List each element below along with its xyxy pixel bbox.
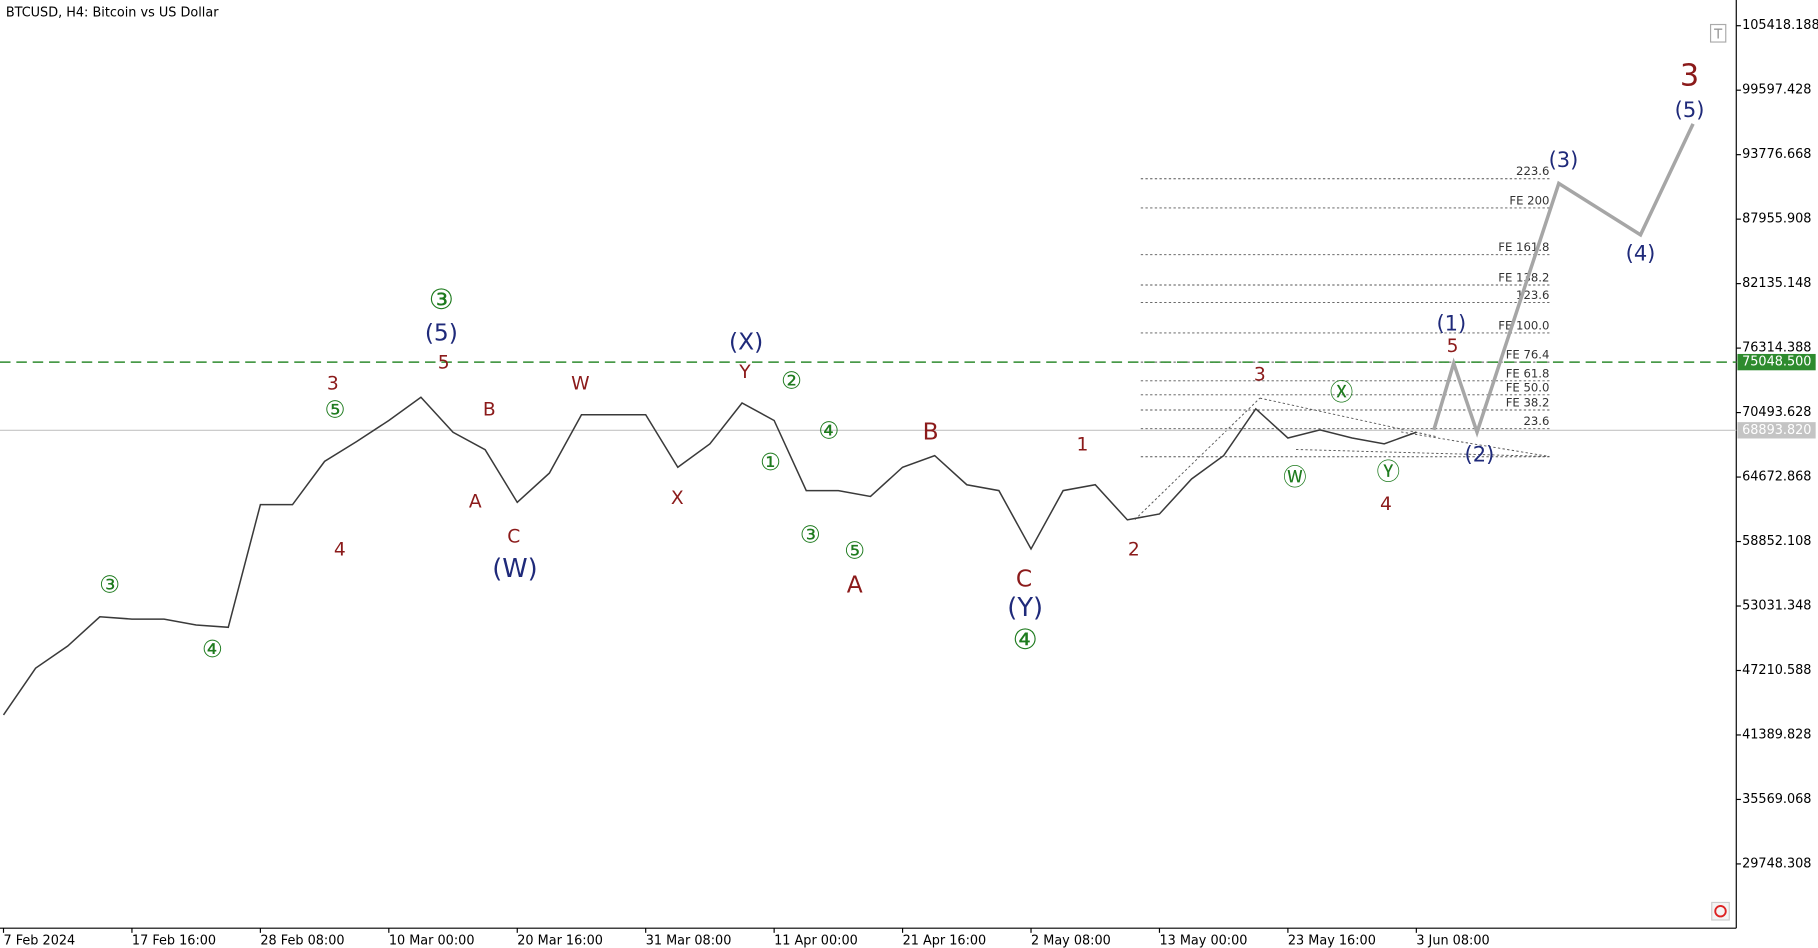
wave-label: B [483,399,496,420]
fib-label: 223.6 [1516,164,1549,178]
icon-glyph [1714,905,1727,918]
wave-label: X [671,488,684,509]
wave-label: 2 [1128,539,1140,560]
wave-label: ⑤ [325,395,346,423]
wave-label: Ⓨ [1377,457,1400,485]
wave-label: ② [781,366,802,394]
wave-label: (X) [729,328,763,356]
wave-label: ④ [1013,623,1038,656]
x-tick-label: 17 Feb 16:00 [132,933,216,948]
x-tick-label: 20 Mar 16:00 [517,933,603,948]
y-tick-label: 76314.388 [1742,341,1811,356]
y-tick-label: 70493.628 [1742,405,1811,420]
x-tick-label: 23 May 16:00 [1288,933,1376,948]
y-tick-label: 82135.148 [1742,276,1811,291]
wave-label: (2) [1465,441,1495,466]
wave-label: Y [738,362,751,383]
x-tick-label: 31 Mar 08:00 [646,933,732,948]
wave-label: C [1016,565,1032,593]
fib-label: 23.6 [1523,414,1549,428]
wave-label: 5 [438,353,450,374]
wave-label: 1 [1076,434,1088,455]
price-label: 68893.820 [1742,423,1811,438]
y-tick-label: 53031.348 [1742,599,1811,614]
wave-label: ③ [800,520,821,548]
wave-label: ④ [819,416,840,444]
fib-label: FE 200 [1509,193,1549,207]
plot-layer: 105418.188 99597.428 93776.668 87955.908 821… [0,18,1818,948]
x-tick-label: 21 Apr 16:00 [903,933,987,948]
wave-label: 4 [1380,494,1392,515]
wave-label: ⑤ [844,537,865,565]
wave-label: (Y) [1007,593,1043,623]
price-label: 75048.500 [1742,355,1811,370]
wave-label: (5) [1675,97,1705,122]
x-tick-label: 10 Mar 00:00 [389,933,475,948]
price-label-box [1737,422,1816,439]
wave-label: A [469,492,482,513]
trend-line [1296,449,1550,457]
fib-label: FE 76.4 [1506,348,1550,362]
y-tick-label: 29748.308 [1742,856,1811,871]
fib-label: FE 100.0 [1498,318,1549,332]
y-tick-label: 87955.908 [1742,212,1811,227]
wave-label: 3 [327,374,339,395]
fib-label: FE 161.8 [1498,240,1549,254]
wave-label: ③ [99,571,120,599]
icon-frame[interactable] [1711,901,1730,921]
wave-label: (4) [1626,241,1656,266]
wave-label: (3) [1549,147,1579,172]
y-tick-label: 64672.868 [1742,470,1811,485]
fib-label: FE 38.2 [1506,396,1550,410]
fib-label: FE 61.8 [1506,366,1550,380]
x-tick-label: 7 Feb 2024 [4,933,76,948]
trend-line [1134,397,1261,520]
fib-label: FE 50.0 [1506,380,1550,394]
x-tick-label: 11 Apr 00:00 [774,933,858,948]
wave-label: 3 [1680,59,1699,94]
projection-line [1432,123,1695,438]
wave-label: Ⓦ [1283,463,1306,491]
wave-label: (W) [492,554,537,584]
y-tick-label: 105418.188 [1742,18,1818,33]
fib-label: FE 138.2 [1498,271,1549,285]
chart-title: BTCUSD, H4: Bitcoin vs US Dollar [6,5,219,20]
wave-label: A [847,571,863,599]
wave-label: ④ [202,635,223,663]
y-tick-label: 47210.588 [1742,663,1811,678]
wave-label: C [507,527,520,548]
wave-label: ③ [429,283,454,316]
trend-line [1401,431,1550,457]
wave-label: (5) [425,318,458,346]
wave-label: 4 [334,539,346,560]
x-tick-label: 28 Feb 08:00 [260,933,344,948]
wave-label: W [571,374,589,395]
x-tick-label: 13 May 00:00 [1159,933,1247,948]
price-label-box [1737,353,1816,371]
wave-label: B [923,418,939,446]
wave-label: 3 [1254,364,1266,385]
wave-label: Ⓧ [1330,378,1353,406]
y-tick-label: 41389.828 [1742,727,1811,742]
y-tick-label: 93776.668 [1742,147,1811,162]
y-tick-label: 99597.428 [1742,83,1811,98]
x-tick-label: 3 Jun 08:00 [1416,933,1489,948]
price-line [2,396,1417,716]
wave-label: 5 [1447,336,1459,357]
close-icon[interactable] [1711,901,1730,921]
wave-label: ① [760,448,781,476]
toolbar-icon[interactable] [1709,23,1727,43]
x-tick-label: 2 May 08:00 [1031,933,1111,948]
y-tick-label: 58852.108 [1742,534,1811,549]
wave-label: (1) [1436,311,1466,336]
y-tick-label: 35569.068 [1742,792,1811,807]
icon-glyph [1714,28,1723,39]
